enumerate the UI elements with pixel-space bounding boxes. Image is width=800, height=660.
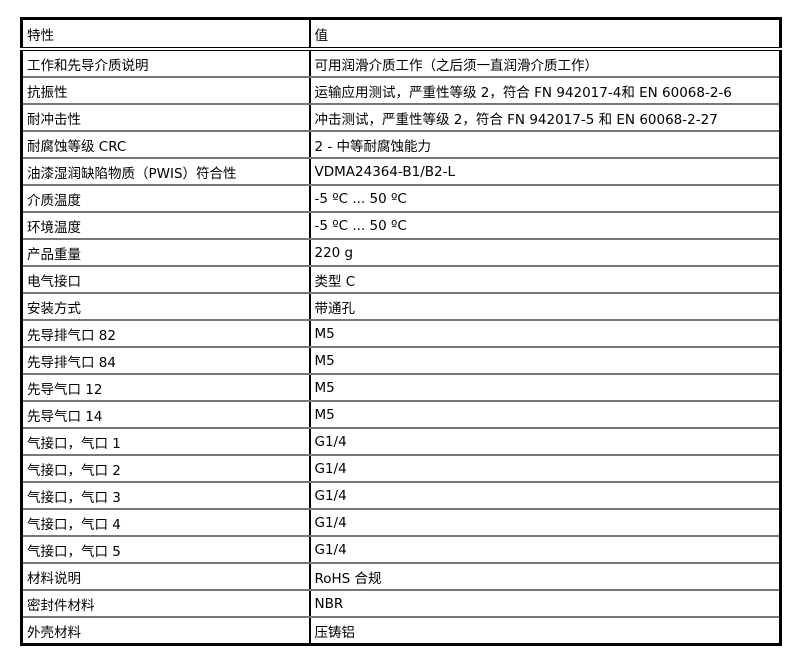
value-cell: 压铸铝	[308, 617, 782, 645]
table-row: 气接口，气口 4 G1/4	[20, 509, 782, 537]
value-cell: 带通孔	[308, 293, 782, 321]
spec-table: 特性 值 工作和先导介质说明 可用润滑介质工作（之后须一直润滑介质工作） 抗振性 运输…	[20, 17, 782, 646]
table-row: 耐腐蚀等级 CRC 2 - 中等耐腐蚀能力	[20, 131, 782, 159]
property-cell: 气接口，气口 3	[20, 482, 311, 510]
value-cell: 类型 C	[308, 266, 782, 294]
property-cell: 安装方式	[20, 293, 311, 321]
value-cell: 冲击测试，严重性等级 2，符合 FN 942017-5 和 EN 60068-2…	[308, 104, 782, 132]
value-cell: 可用润滑介质工作（之后须一直润滑介质工作）	[308, 49, 782, 78]
property-cell: 材料说明	[20, 563, 311, 591]
table-row: 环境温度 -5 ºC ... 50 ºC	[20, 212, 782, 240]
table-row: 先导气口 14 M5	[20, 401, 782, 429]
table-row: 密封件材料 NBR	[20, 590, 782, 618]
table-row: 外壳材料 压铸铝	[20, 617, 782, 645]
property-cell: 环境温度	[20, 212, 311, 240]
property-cell: 耐冲击性	[20, 104, 311, 132]
property-cell: 先导气口 14	[20, 401, 311, 429]
property-cell: 密封件材料	[20, 590, 311, 618]
value-cell: G1/4	[308, 536, 782, 564]
property-cell: 外壳材料	[20, 617, 311, 645]
property-cell: 气接口，气口 1	[20, 428, 311, 456]
value-cell: G1/4	[308, 455, 782, 483]
value-cell: M5	[308, 401, 782, 429]
value-cell: RoHS 合规	[308, 563, 782, 591]
property-cell: 先导排气口 82	[20, 320, 311, 348]
table-row: 安装方式 带通孔	[20, 293, 782, 321]
table-row: 抗振性 运输应用测试，严重性等级 2，符合 FN 942017-4和 EN 600…	[20, 77, 782, 105]
property-cell: 抗振性	[20, 77, 311, 105]
table-row: 介质温度 -5 ºC ... 50 ºC	[20, 185, 782, 213]
value-cell: G1/4	[308, 428, 782, 456]
property-cell: 气接口，气口 5	[20, 536, 311, 564]
property-cell: 介质温度	[20, 185, 311, 213]
table-row: 气接口，气口 5 G1/4	[20, 536, 782, 564]
value-cell: 运输应用测试，严重性等级 2，符合 FN 942017-4和 EN 60068-…	[308, 77, 782, 105]
value-cell: 2 - 中等耐腐蚀能力	[308, 131, 782, 159]
table-row: 气接口，气口 3 G1/4	[20, 482, 782, 510]
property-cell: 气接口，气口 2	[20, 455, 311, 483]
property-cell: 油漆湿润缺陷物质（PWIS）符合性	[20, 158, 311, 186]
table-row: 耐冲击性 冲击测试，严重性等级 2，符合 FN 942017-5 和 EN 600…	[20, 104, 782, 132]
table-header-row: 特性 值	[20, 18, 782, 51]
value-cell: 220 g	[308, 239, 782, 267]
table-row: 先导排气口 84 M5	[20, 347, 782, 375]
property-cell: 电气接口	[20, 266, 311, 294]
value-cell: M5	[308, 374, 782, 402]
property-cell: 先导排气口 84	[20, 347, 311, 375]
property-cell: 耐腐蚀等级 CRC	[20, 131, 311, 159]
value-cell: VDMA24364-B1/B2-L	[308, 158, 782, 186]
table-row: 气接口，气口 1 G1/4	[20, 428, 782, 456]
header-value: 值	[308, 18, 782, 51]
table-row: 先导排气口 82 M5	[20, 320, 782, 348]
value-cell: G1/4	[308, 482, 782, 510]
value-cell: M5	[308, 320, 782, 348]
property-cell: 气接口，气口 4	[20, 509, 311, 537]
table-row: 产品重量 220 g	[20, 239, 782, 267]
property-cell: 先导气口 12	[20, 374, 311, 402]
table-row: 电气接口 类型 C	[20, 266, 782, 294]
property-cell: 工作和先导介质说明	[20, 49, 311, 78]
table-row: 工作和先导介质说明 可用润滑介质工作（之后须一直润滑介质工作）	[20, 49, 782, 78]
property-cell: 产品重量	[20, 239, 311, 267]
value-cell: M5	[308, 347, 782, 375]
table-row: 材料说明 RoHS 合规	[20, 563, 782, 591]
table-row: 油漆湿润缺陷物质（PWIS）符合性 VDMA24364-B1/B2-L	[20, 158, 782, 186]
value-cell: -5 ºC ... 50 ºC	[308, 185, 782, 213]
value-cell: G1/4	[308, 509, 782, 537]
value-cell: -5 ºC ... 50 ºC	[308, 212, 782, 240]
header-property: 特性	[20, 18, 311, 51]
value-cell: NBR	[308, 590, 782, 618]
table-row: 气接口，气口 2 G1/4	[20, 455, 782, 483]
table-row: 先导气口 12 M5	[20, 374, 782, 402]
